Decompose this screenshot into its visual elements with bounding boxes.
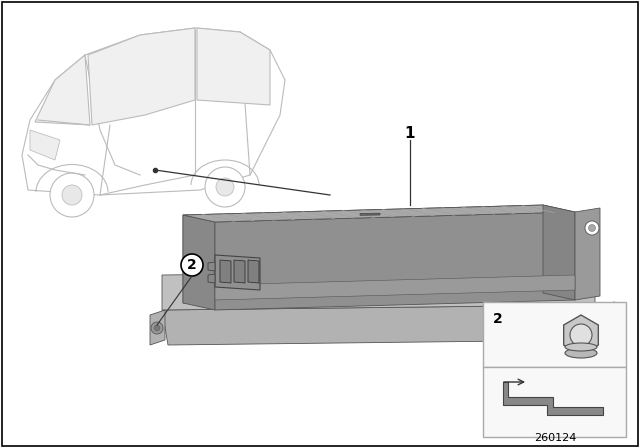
Text: 1: 1 <box>404 125 415 141</box>
Circle shape <box>50 173 94 217</box>
Polygon shape <box>88 28 195 125</box>
Polygon shape <box>162 305 595 345</box>
Polygon shape <box>595 302 615 333</box>
Polygon shape <box>220 260 231 283</box>
Polygon shape <box>22 28 285 195</box>
Polygon shape <box>360 213 380 215</box>
Polygon shape <box>208 274 215 283</box>
Polygon shape <box>215 275 575 300</box>
Bar <box>483 302 626 367</box>
Polygon shape <box>503 382 603 415</box>
Circle shape <box>570 324 592 346</box>
Polygon shape <box>30 130 60 160</box>
Polygon shape <box>543 205 575 300</box>
Circle shape <box>585 221 599 235</box>
Polygon shape <box>150 310 165 345</box>
Polygon shape <box>183 205 543 303</box>
Polygon shape <box>162 270 595 310</box>
Polygon shape <box>234 260 245 283</box>
Ellipse shape <box>565 348 597 358</box>
Polygon shape <box>248 260 259 283</box>
Circle shape <box>216 178 234 196</box>
Polygon shape <box>208 262 215 271</box>
Circle shape <box>205 167 245 207</box>
Polygon shape <box>183 205 575 222</box>
Polygon shape <box>575 208 600 300</box>
Circle shape <box>602 313 608 319</box>
Bar <box>483 367 626 437</box>
Text: 260124: 260124 <box>534 433 576 443</box>
Text: 2: 2 <box>493 312 503 326</box>
Polygon shape <box>215 255 260 290</box>
Polygon shape <box>564 315 598 355</box>
Circle shape <box>599 310 611 322</box>
Text: 2: 2 <box>187 258 197 272</box>
Polygon shape <box>35 55 90 125</box>
Circle shape <box>589 224 595 232</box>
Circle shape <box>154 325 160 331</box>
Polygon shape <box>183 215 215 310</box>
Ellipse shape <box>565 343 597 351</box>
Polygon shape <box>215 212 575 310</box>
Polygon shape <box>197 28 270 105</box>
Circle shape <box>151 322 163 334</box>
Circle shape <box>181 254 203 276</box>
Circle shape <box>62 185 82 205</box>
